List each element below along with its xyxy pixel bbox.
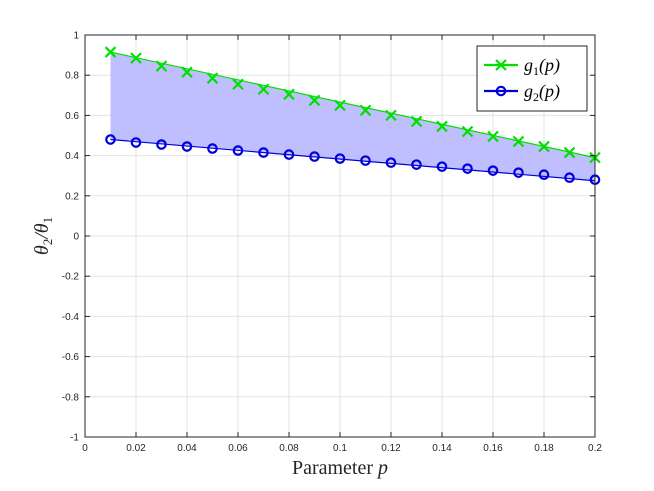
x-tick-label: 0.1 bbox=[333, 443, 347, 454]
data-point bbox=[283, 88, 295, 101]
x-tick-label: 0.16 bbox=[483, 443, 503, 454]
x-tick-label: 0.2 bbox=[588, 443, 602, 454]
y-tick-label: -0.8 bbox=[62, 392, 80, 403]
shaded-region bbox=[110, 52, 595, 181]
data-point bbox=[130, 52, 142, 64]
series-line bbox=[110, 51, 596, 159]
x-axis-label-main: Parameter bbox=[292, 457, 378, 479]
data-point bbox=[181, 141, 193, 152]
x-tick-label: 0.06 bbox=[228, 443, 248, 454]
x-tick-label: 0.14 bbox=[432, 443, 452, 454]
data-point bbox=[487, 165, 499, 176]
y-ticks: -1 -0.8 -0.6 -0.4 -0.2 0 0.2 0.4 0.6 0.8 1 bbox=[62, 31, 595, 444]
x-tick-label: 0.02 bbox=[126, 443, 146, 454]
data-point bbox=[105, 134, 116, 145]
data-point bbox=[181, 66, 193, 78]
y-tick-label: -0.4 bbox=[62, 312, 80, 323]
x-tick-label: 0.08 bbox=[279, 443, 299, 454]
legend-item: g1(p) bbox=[484, 55, 560, 78]
y-tick-label: 0.2 bbox=[65, 191, 79, 202]
data-point bbox=[334, 153, 346, 164]
legend-item: g2(p) bbox=[484, 81, 560, 104]
y-tick-label: 0 bbox=[73, 232, 79, 243]
data-point bbox=[564, 172, 575, 184]
data-point bbox=[130, 137, 142, 148]
data-point bbox=[436, 161, 448, 172]
y-axis-label: θ2/θ1 bbox=[31, 217, 55, 255]
svg-text:θ2/θ1: θ2/θ1 bbox=[31, 217, 55, 255]
y-tick-label: -0.2 bbox=[62, 272, 80, 283]
legend: g1(p) g2(p) bbox=[476, 45, 588, 112]
x-tick-label: 0 bbox=[82, 443, 88, 454]
x-axis-label: Parameter p bbox=[292, 457, 388, 479]
data-point bbox=[359, 104, 372, 117]
data-point bbox=[232, 145, 244, 156]
data-point bbox=[436, 120, 448, 133]
data-point bbox=[283, 149, 295, 160]
data-point bbox=[257, 83, 270, 96]
x-tick-label: 0.04 bbox=[177, 443, 197, 454]
y-tick-label: -0.6 bbox=[62, 352, 80, 363]
x-axis-label-var: p bbox=[376, 457, 388, 479]
data-point bbox=[104, 46, 117, 58]
data-point bbox=[538, 140, 550, 153]
data-point bbox=[411, 159, 422, 170]
y-tick-label: -1 bbox=[70, 433, 79, 444]
data-point bbox=[461, 125, 474, 138]
data-point bbox=[155, 60, 168, 72]
shaded-band bbox=[110, 52, 595, 181]
legend-label: g2(p) bbox=[524, 81, 560, 104]
data-point bbox=[512, 135, 525, 148]
data-point bbox=[334, 99, 346, 112]
data-point bbox=[462, 163, 473, 174]
legend-marker bbox=[495, 59, 507, 71]
legend-marker bbox=[495, 85, 507, 97]
x-ticks: 0 0.02 0.04 0.06 0.08 0.1 0.12 0.14 0.16 0.18 0.2 bbox=[82, 35, 602, 454]
data-point bbox=[513, 167, 524, 178]
data-point bbox=[487, 130, 499, 143]
data-point bbox=[563, 146, 576, 159]
data-point bbox=[308, 94, 321, 107]
data-point bbox=[385, 157, 397, 168]
data-point bbox=[207, 143, 218, 154]
y-tick-label: 1 bbox=[73, 31, 79, 42]
data-point bbox=[258, 147, 269, 158]
y-tick-label: 0.8 bbox=[65, 71, 79, 82]
data-point bbox=[360, 155, 371, 166]
data-point bbox=[156, 139, 167, 150]
legend-box bbox=[476, 45, 588, 112]
legend-label: g1(p) bbox=[524, 55, 560, 78]
data-point bbox=[385, 109, 397, 122]
y-tick-label: 0.6 bbox=[65, 111, 79, 122]
series-1 bbox=[104, 46, 601, 164]
data-point bbox=[538, 169, 550, 180]
x-tick-label: 0.12 bbox=[381, 443, 401, 454]
x-tick-label: 0.18 bbox=[534, 443, 554, 454]
data-point bbox=[232, 78, 244, 91]
data-point bbox=[206, 72, 219, 84]
data-point bbox=[410, 115, 423, 128]
data-point bbox=[309, 151, 320, 162]
y-tick-label: 0.4 bbox=[65, 151, 79, 162]
